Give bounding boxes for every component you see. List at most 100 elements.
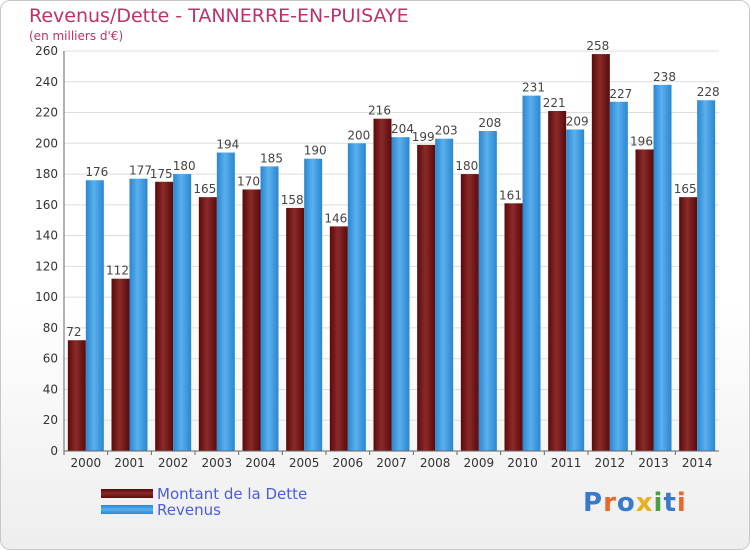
- y-tick-label: 140: [35, 229, 58, 243]
- y-tick-label: 260: [35, 44, 58, 58]
- data-label-dette: 196: [630, 134, 653, 148]
- data-label-dette: 165: [193, 182, 216, 196]
- y-tick-label: 60: [43, 352, 58, 366]
- bar-dette-2010: [504, 203, 523, 451]
- bar-dette-2007: [373, 118, 392, 451]
- bar-dette-2008: [417, 144, 436, 451]
- data-label-revenus: 209: [566, 114, 589, 128]
- proxiti-logo: Proxiti: [583, 488, 687, 518]
- data-label-revenus: 177: [129, 164, 152, 178]
- y-tick-label: 120: [35, 259, 58, 273]
- bar-dette-2012: [591, 54, 610, 451]
- x-axis-ticks: 2000 2001 2002 2003 2004 2005 2006 2007 2008 2009…: [63, 451, 713, 470]
- data-label-dette: 216: [368, 104, 391, 118]
- bar-revenus-2012: [609, 101, 628, 452]
- bar-dette-2002: [155, 181, 174, 451]
- bar-revenus-2000: [85, 180, 104, 451]
- data-label-revenus: 190: [304, 144, 327, 158]
- bar-dette-2013: [635, 149, 654, 451]
- logo-letter: x: [635, 488, 654, 518]
- bar-dette-2011: [548, 111, 567, 451]
- y-tick-label: 40: [43, 382, 58, 396]
- legend-label-dette: Montant de la Dette: [157, 485, 308, 503]
- data-label-dette: 199: [412, 130, 435, 144]
- bar-revenus-2004: [260, 166, 279, 451]
- bar-dette-2006: [329, 226, 348, 451]
- logo-letter: i: [676, 488, 687, 518]
- data-label-revenus: 200: [347, 128, 370, 142]
- x-tick-label: 2000: [71, 456, 102, 470]
- data-label-dette: 180: [455, 159, 478, 173]
- bar-revenus-2014: [697, 100, 716, 451]
- y-tick-label: 0: [50, 444, 58, 458]
- y-axis-ticks: 0 20 40 60 80 100 120 140 160 180 200 220 240 260: [35, 44, 58, 458]
- logo-letter: t: [663, 488, 677, 518]
- data-label-revenus: 238: [653, 70, 676, 84]
- y-tick-label: 20: [43, 413, 58, 427]
- bar-revenus-2009: [478, 131, 497, 451]
- bar-dette-2003: [198, 197, 217, 451]
- bar-revenus-2002: [173, 174, 192, 452]
- data-label-dette: 112: [106, 264, 129, 278]
- y-tick-label: 160: [35, 198, 58, 212]
- bar-dette-2001: [111, 278, 130, 451]
- y-tick-label: 220: [35, 106, 58, 120]
- y-tick-label: 80: [43, 321, 58, 335]
- data-label-revenus: 185: [260, 151, 283, 165]
- logo-letter: i: [653, 488, 664, 518]
- x-tick-label: 2005: [289, 456, 320, 470]
- x-tick-label: 2003: [202, 456, 233, 470]
- data-label-dette: 146: [324, 211, 347, 225]
- bar-dette-2014: [679, 197, 698, 451]
- x-tick-label: 2007: [376, 456, 407, 470]
- bar-dette-2000: [67, 340, 86, 451]
- bar-dette-2004: [242, 189, 261, 451]
- legend-swatch-revenus: [101, 505, 153, 514]
- y-tick-label: 100: [35, 290, 58, 304]
- data-label-dette: 165: [674, 182, 697, 196]
- bar-revenus-2011: [566, 129, 585, 451]
- bar-revenus-2010: [522, 95, 541, 451]
- x-tick-label: 2004: [245, 456, 276, 470]
- x-tick-label: 2006: [333, 456, 364, 470]
- bars: [67, 54, 716, 452]
- data-label-dette: 175: [150, 167, 173, 181]
- data-label-revenus: 231: [522, 81, 545, 95]
- x-tick-label: 2001: [114, 456, 145, 470]
- x-tick-label: 2011: [551, 456, 582, 470]
- bar-revenus-2013: [653, 84, 672, 451]
- data-label-revenus: 203: [435, 124, 458, 138]
- logo-letter: o: [616, 488, 636, 518]
- data-label-dette: 161: [499, 188, 522, 202]
- data-label-revenus: 194: [216, 138, 239, 152]
- data-label-dette: 158: [281, 193, 304, 207]
- legend-label-revenus: Revenus: [157, 501, 221, 519]
- logo-letter: r: [603, 488, 617, 518]
- axes: [63, 51, 719, 452]
- x-tick-label: 2010: [507, 456, 538, 470]
- x-tick-label: 2002: [158, 456, 189, 470]
- data-label-dette: 221: [543, 96, 566, 110]
- y-tick-label: 240: [35, 75, 58, 89]
- data-labels: 7217611217717518016519417018515819014620…: [66, 39, 719, 339]
- data-label-revenus: 227: [609, 87, 632, 101]
- x-tick-label: 2009: [464, 456, 495, 470]
- data-label-revenus: 204: [391, 122, 414, 136]
- bar-revenus-2003: [216, 152, 235, 452]
- chart-subtitle: (en milliers d'€): [29, 29, 124, 43]
- bar-revenus-2008: [435, 138, 454, 451]
- bar-dette-2005: [286, 207, 305, 451]
- data-label-revenus: 176: [85, 165, 108, 179]
- data-label-revenus: 180: [173, 159, 196, 173]
- x-tick-label: 2014: [682, 456, 713, 470]
- legend-swatch-dette: [101, 489, 153, 498]
- y-tick-label: 200: [35, 136, 58, 150]
- bar-revenus-2006: [347, 143, 366, 452]
- data-label-dette: 72: [66, 325, 81, 339]
- data-label-dette: 170: [237, 174, 260, 188]
- x-tick-label: 2012: [595, 456, 626, 470]
- data-label-revenus: 228: [697, 85, 720, 99]
- data-label-revenus: 208: [478, 116, 501, 130]
- data-label-dette: 258: [586, 39, 609, 53]
